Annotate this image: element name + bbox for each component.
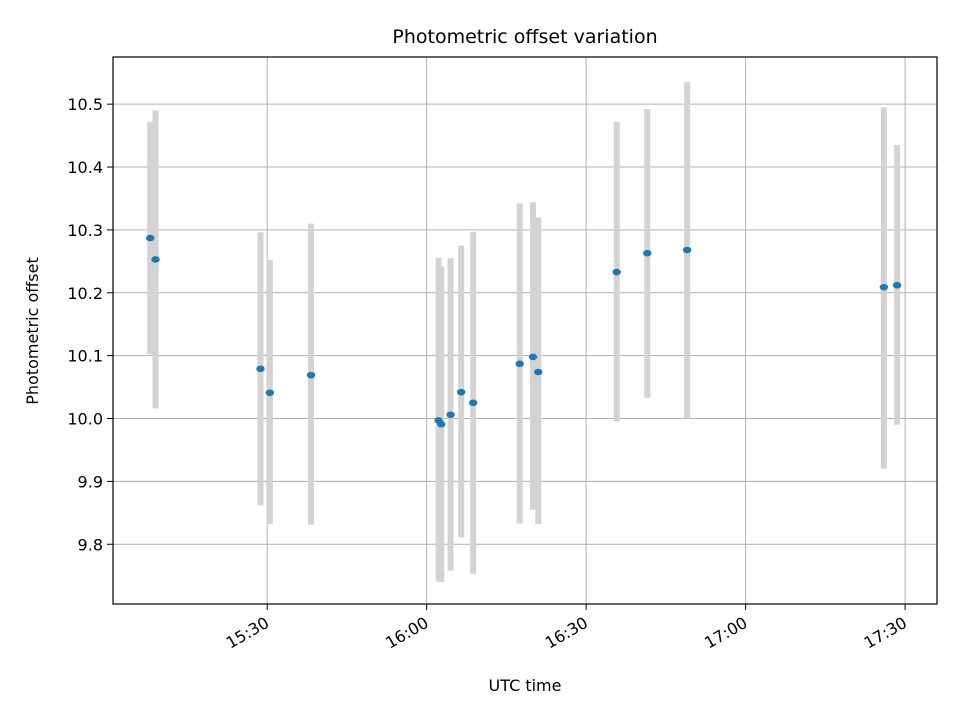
plot-frame xyxy=(112,56,938,605)
x-axis-label: UTC time xyxy=(489,676,562,695)
y-axis-label: Photometric offset xyxy=(23,257,42,405)
data-point xyxy=(265,389,275,397)
data-point xyxy=(515,360,524,368)
data-point xyxy=(151,256,160,263)
y-axis-ticks: 9.8 9.9 10.0 10.1 10.2 10.3 10.4 10.5 xyxy=(67,95,113,554)
data-point xyxy=(682,246,692,254)
y-tick-label: 10.5 xyxy=(67,95,103,114)
data-point xyxy=(892,281,902,289)
data-point xyxy=(468,399,478,407)
data-point xyxy=(528,353,538,361)
y-tick-label: 10.4 xyxy=(67,158,103,177)
y-tick-label: 10.1 xyxy=(67,347,103,366)
grid xyxy=(113,57,937,604)
data-point xyxy=(534,368,543,376)
data-point xyxy=(879,283,889,291)
chart-title: Photometric offset variation xyxy=(392,26,657,48)
data-point xyxy=(612,268,621,276)
data-point xyxy=(643,249,652,257)
data-point xyxy=(256,365,265,373)
y-tick-label: 10.0 xyxy=(67,410,103,429)
data-points xyxy=(146,234,902,428)
data-point xyxy=(446,411,455,419)
y-tick-label: 9.9 xyxy=(78,472,103,491)
y-tick-label: 10.3 xyxy=(67,221,103,240)
y-tick-label: 9.8 xyxy=(78,535,103,554)
data-point xyxy=(146,234,155,242)
data-point xyxy=(457,388,466,396)
data-point xyxy=(306,371,316,379)
y-tick-label: 10.2 xyxy=(67,284,103,303)
data-point xyxy=(437,420,446,428)
